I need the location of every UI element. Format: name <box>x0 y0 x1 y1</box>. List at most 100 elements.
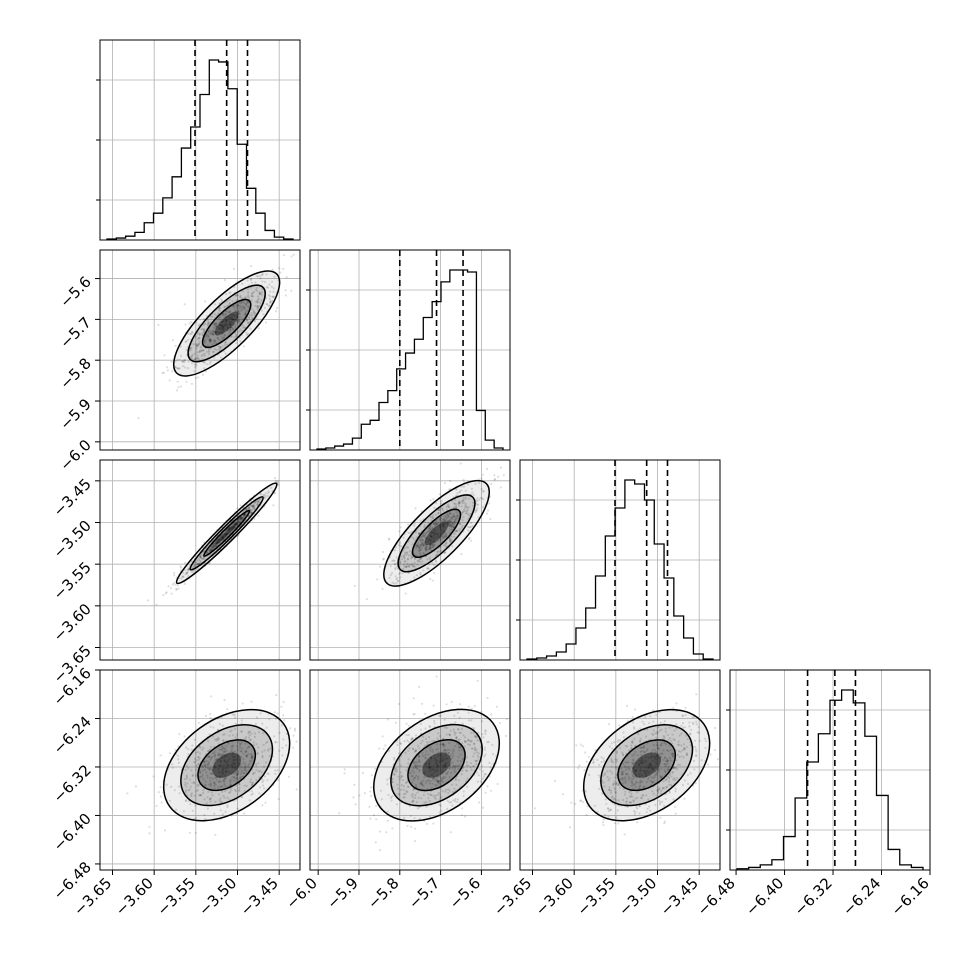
sample-point <box>239 516 242 520</box>
sample-point <box>430 546 433 549</box>
sample-point <box>247 291 250 294</box>
x-tick-label: −6.32 <box>791 874 836 919</box>
sample-point <box>448 512 451 516</box>
sample-point <box>278 267 281 270</box>
sample-point <box>263 280 267 284</box>
sample-point <box>441 507 444 510</box>
sample-point <box>219 809 222 812</box>
sample-point <box>163 354 166 357</box>
sample-point <box>251 756 254 760</box>
sample-point <box>420 548 423 551</box>
sample-point <box>439 533 442 537</box>
sample-point <box>390 572 394 575</box>
sample-point <box>266 286 270 289</box>
sample-point <box>240 770 243 773</box>
sample-point <box>184 323 187 326</box>
sample-point <box>430 535 433 538</box>
sample-point <box>238 313 241 316</box>
sample-point <box>448 519 451 522</box>
sample-point <box>427 567 430 570</box>
sample-point <box>179 354 183 357</box>
sample-point <box>432 563 435 566</box>
sample-point <box>219 327 222 330</box>
sample-point <box>659 816 662 819</box>
sample-point <box>228 322 231 326</box>
sample-point <box>240 756 243 759</box>
sample-point <box>257 327 260 330</box>
sample-point <box>553 779 557 783</box>
sample-point <box>247 305 250 308</box>
sample-point <box>236 314 239 317</box>
sample-point <box>426 558 429 561</box>
sample-point <box>238 758 241 762</box>
sample-point <box>447 519 450 523</box>
sample-point <box>198 351 201 354</box>
sample-point <box>267 490 270 493</box>
sample-point <box>236 507 239 510</box>
sample-point <box>215 543 219 546</box>
sample-point <box>489 789 493 792</box>
sample-point <box>231 529 234 532</box>
sample-point <box>470 487 473 490</box>
sample-point <box>246 301 249 304</box>
sample-point <box>398 702 401 706</box>
sample-point <box>224 754 227 757</box>
sample-point <box>403 557 406 560</box>
sample-point <box>239 504 242 507</box>
sample-point <box>407 724 410 727</box>
sample-point <box>447 505 450 509</box>
sample-point <box>225 767 228 770</box>
sample-point <box>227 529 230 532</box>
sample-point <box>224 313 227 316</box>
sample-point <box>481 806 485 809</box>
sample-point <box>233 521 236 524</box>
sample-point <box>432 539 435 543</box>
sample-point <box>222 533 225 536</box>
sample-point <box>430 530 433 533</box>
sample-point <box>282 254 286 257</box>
sample-point <box>164 592 167 595</box>
sample-point <box>236 320 239 323</box>
sample-point <box>458 529 461 533</box>
sample-point <box>206 344 210 347</box>
sample-point <box>272 287 275 290</box>
sample-point <box>232 525 235 528</box>
sample-point <box>227 316 231 319</box>
sample-point <box>277 483 280 487</box>
sample-point <box>248 316 251 319</box>
sample-point <box>207 349 211 352</box>
sample-point <box>199 346 202 349</box>
sample-point <box>617 822 620 825</box>
sample-point <box>198 794 201 797</box>
sample-point <box>245 755 248 758</box>
sample-point <box>218 540 222 543</box>
sample-point <box>183 735 186 738</box>
sample-point <box>443 536 446 539</box>
sample-point <box>165 591 168 594</box>
sample-point <box>262 494 265 497</box>
sample-point <box>432 531 435 535</box>
sample-point <box>226 329 229 332</box>
sample-point <box>221 775 224 778</box>
sample-point <box>208 338 211 341</box>
sample-point <box>242 761 245 764</box>
sample-point <box>358 794 361 797</box>
sample-point <box>228 298 231 301</box>
sample-point <box>427 538 431 541</box>
sample-point <box>241 516 244 520</box>
sample-point <box>173 571 176 575</box>
sample-point <box>464 503 468 506</box>
sample-point <box>453 532 456 536</box>
sample-point <box>199 556 202 559</box>
sample-point <box>461 499 464 502</box>
sample-point <box>227 791 231 794</box>
sample-point <box>253 732 257 735</box>
x-tick-label: −3.65 <box>490 874 535 919</box>
y-tick-label: −6.24 <box>50 713 95 758</box>
sample-point <box>467 513 470 516</box>
sample-point <box>497 475 500 478</box>
sample-point <box>221 326 225 329</box>
sample-point <box>255 286 258 289</box>
sample-point <box>448 506 451 509</box>
sample-point <box>429 499 432 502</box>
